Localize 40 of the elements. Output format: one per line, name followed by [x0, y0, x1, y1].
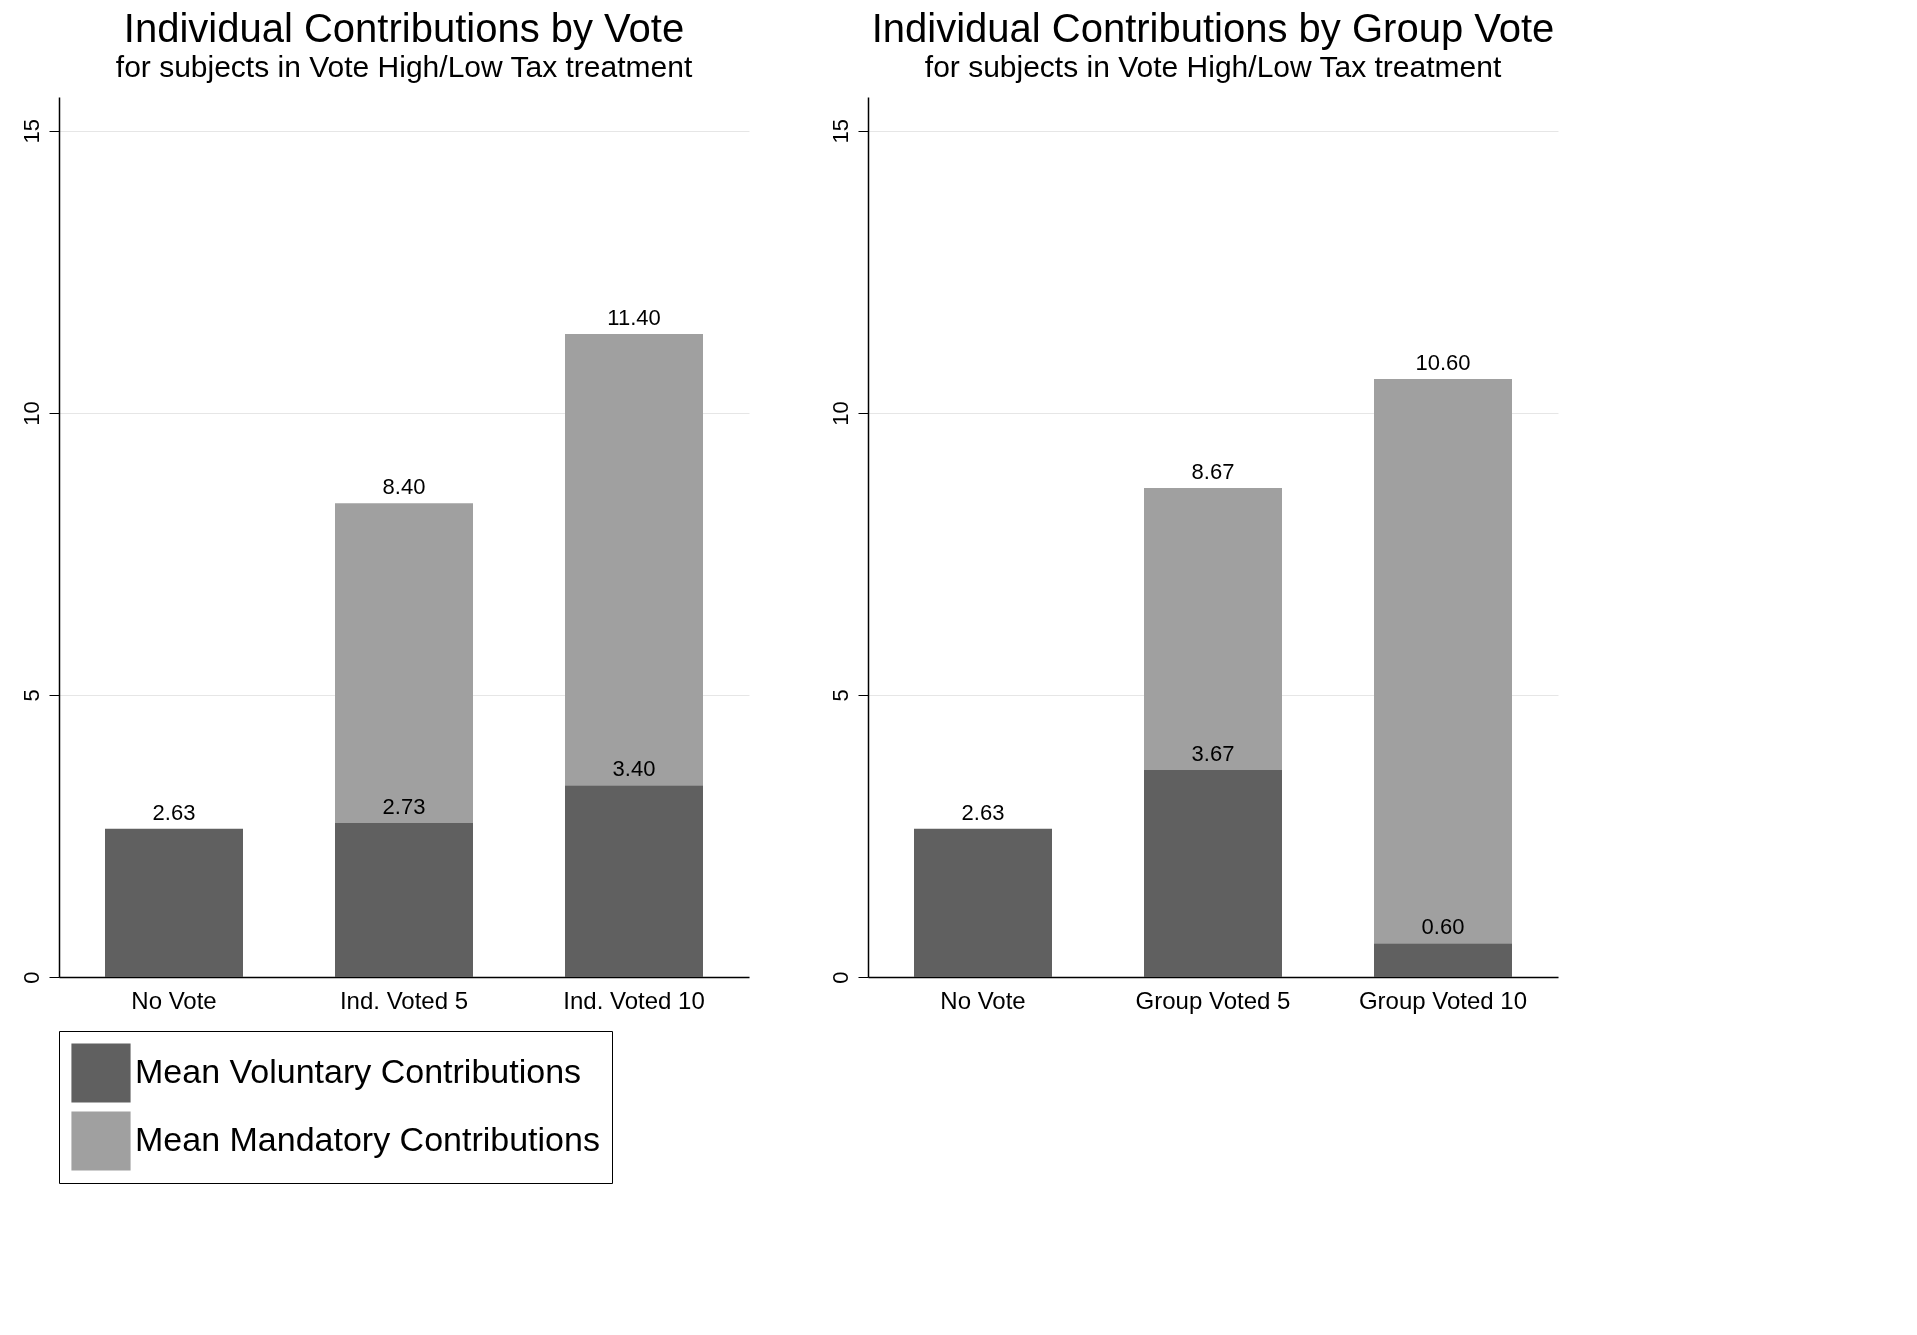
bar	[565, 785, 703, 977]
data-label: 3.40	[612, 756, 656, 782]
y-tick-label: 10	[18, 401, 44, 426]
x-tick-label: Group Voted 5	[1135, 986, 1291, 1014]
x-tick-label: Group Voted 10	[1358, 986, 1528, 1014]
chart-title: Individual Contributions by Group Vote	[871, 6, 1555, 50]
y-tick-label: 0	[827, 971, 853, 984]
y-tick-label: 15	[827, 119, 853, 144]
bar	[1374, 379, 1512, 944]
data-label: 2.73	[382, 794, 426, 819]
bar	[1144, 487, 1282, 770]
total-label: 8.67	[1191, 458, 1235, 484]
bar	[335, 503, 473, 823]
x-tick-label: Ind. Voted 5	[339, 986, 469, 1014]
data-label: 3.67	[1191, 740, 1235, 766]
y-tick-label: 5	[827, 689, 853, 702]
x-tick-label: No Vote	[940, 986, 1026, 1014]
x-tick-label: Ind. Voted 10	[563, 986, 705, 1014]
data-label: 2.63	[152, 799, 196, 825]
legend-label: Mean Mandatory Contributions	[135, 1120, 600, 1158]
y-tick-label: 5	[18, 689, 44, 702]
data-label: 0.60	[1421, 914, 1465, 940]
chart-subtitle: for subjects in Vote High/Low Tax treatment	[115, 50, 693, 83]
total-label: 10.60	[1415, 350, 1471, 376]
bar	[335, 823, 473, 977]
chart-subtitle: for subjects in Vote High/Low Tax treatment	[924, 50, 1502, 83]
chart-title: Individual Contributions by Vote	[123, 6, 685, 50]
legend-label: Mean Voluntary Contributions	[135, 1052, 582, 1090]
bar	[914, 828, 1052, 977]
data-label: 2.63	[961, 799, 1005, 825]
bar	[1374, 943, 1512, 977]
total-label: 11.40	[607, 304, 661, 330]
x-tick-label: No Vote	[131, 986, 217, 1014]
y-tick-label: 15	[18, 119, 44, 144]
y-tick-label: 0	[18, 971, 44, 984]
bar	[565, 333, 703, 786]
bar	[105, 828, 243, 977]
y-tick-label: 10	[827, 401, 853, 426]
total-label: 8.40	[382, 474, 426, 500]
bar	[1144, 769, 1282, 977]
